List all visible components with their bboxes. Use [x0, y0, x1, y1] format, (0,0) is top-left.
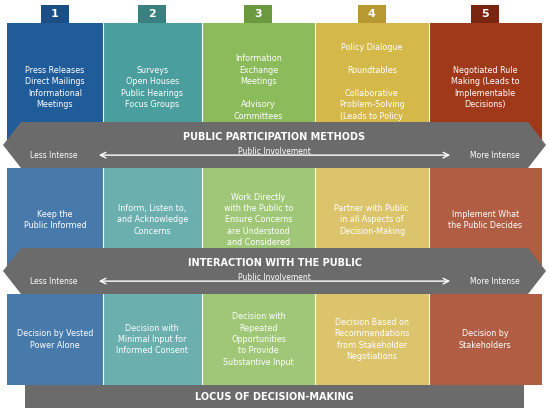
Text: Decision with
Minimal Input for
Informed Consent: Decision with Minimal Input for Informed… — [116, 324, 188, 356]
Bar — [201, 23, 315, 148]
Text: Less Intense: Less Intense — [30, 277, 78, 286]
Text: Decision Based on
Recommendations
from Stakeholder
Negotiations: Decision Based on Recommendations from S… — [334, 318, 410, 361]
Text: 1: 1 — [51, 9, 59, 19]
Bar — [7, 23, 103, 148]
Text: Surveys
Open Houses
Public Hearings
Focus Groups: Surveys Open Houses Public Hearings Focu… — [121, 66, 183, 109]
Bar — [315, 168, 429, 272]
Polygon shape — [3, 122, 546, 168]
Text: Decision with
Repeated
Opportunities
to Provide
Substantive Input: Decision with Repeated Opportunities to … — [223, 312, 294, 367]
Text: More Intense: More Intense — [470, 151, 520, 160]
Text: Decision by
Stakeholders: Decision by Stakeholders — [459, 329, 512, 350]
Bar — [103, 294, 201, 385]
Bar — [7, 294, 103, 385]
Text: Public Involvement: Public Involvement — [238, 273, 311, 282]
Text: 2: 2 — [148, 9, 156, 19]
Bar — [138, 5, 166, 23]
Text: Press Releases
Direct Mailings
Informational
Meetings: Press Releases Direct Mailings Informati… — [25, 66, 85, 109]
Bar — [201, 168, 315, 272]
Polygon shape — [3, 248, 546, 294]
Bar — [315, 294, 429, 385]
Bar — [103, 23, 201, 148]
Text: Work Directly
with the Public to
Ensure Concerns
are Understood
and Considered: Work Directly with the Public to Ensure … — [224, 193, 293, 247]
Text: Inform, Listen to,
and Acknowledge
Concerns: Inform, Listen to, and Acknowledge Conce… — [116, 204, 188, 236]
Bar — [201, 294, 315, 385]
Bar — [7, 168, 103, 272]
Bar — [358, 5, 386, 23]
Bar — [429, 168, 542, 272]
Bar — [429, 23, 542, 148]
Bar — [471, 5, 499, 23]
Text: Negotiated Rule
Making (Leads to
Implementable
Decisions): Negotiated Rule Making (Leads to Impleme… — [451, 66, 519, 109]
Bar — [103, 168, 201, 272]
Text: 4: 4 — [368, 9, 376, 19]
Text: Keep the
Public Informed: Keep the Public Informed — [24, 210, 86, 230]
Text: PUBLIC PARTICIPATION METHODS: PUBLIC PARTICIPATION METHODS — [183, 132, 366, 142]
Text: Partner with Public
in all Aspects of
Decision-Making: Partner with Public in all Aspects of De… — [334, 204, 410, 236]
Text: INTERACTION WITH THE PUBLIC: INTERACTION WITH THE PUBLIC — [188, 258, 361, 268]
Bar — [41, 5, 69, 23]
Text: 3: 3 — [255, 9, 262, 19]
Text: More Intense: More Intense — [470, 277, 520, 286]
Text: Public Involvement: Public Involvement — [238, 146, 311, 156]
Text: Information
Exchange
Meetings

Advisory
Committees: Information Exchange Meetings Advisory C… — [234, 54, 283, 121]
Bar — [25, 385, 524, 408]
Bar — [315, 23, 429, 148]
Text: 5: 5 — [481, 9, 489, 19]
Text: Implement What
the Public Decides: Implement What the Public Decides — [449, 210, 522, 230]
Text: Decision by Vested
Power Alone: Decision by Vested Power Alone — [16, 329, 93, 350]
Bar — [429, 294, 542, 385]
Text: LOCUS OF DECISION-MAKING: LOCUS OF DECISION-MAKING — [195, 391, 354, 401]
Text: Less Intense: Less Intense — [30, 151, 78, 160]
Bar — [244, 5, 272, 23]
Text: Policy Dialogue

Roundtables

Collaborative
Problem-Solving
(Leads to Policy
Rec: Policy Dialogue Roundtables Collaborativ… — [333, 43, 411, 132]
